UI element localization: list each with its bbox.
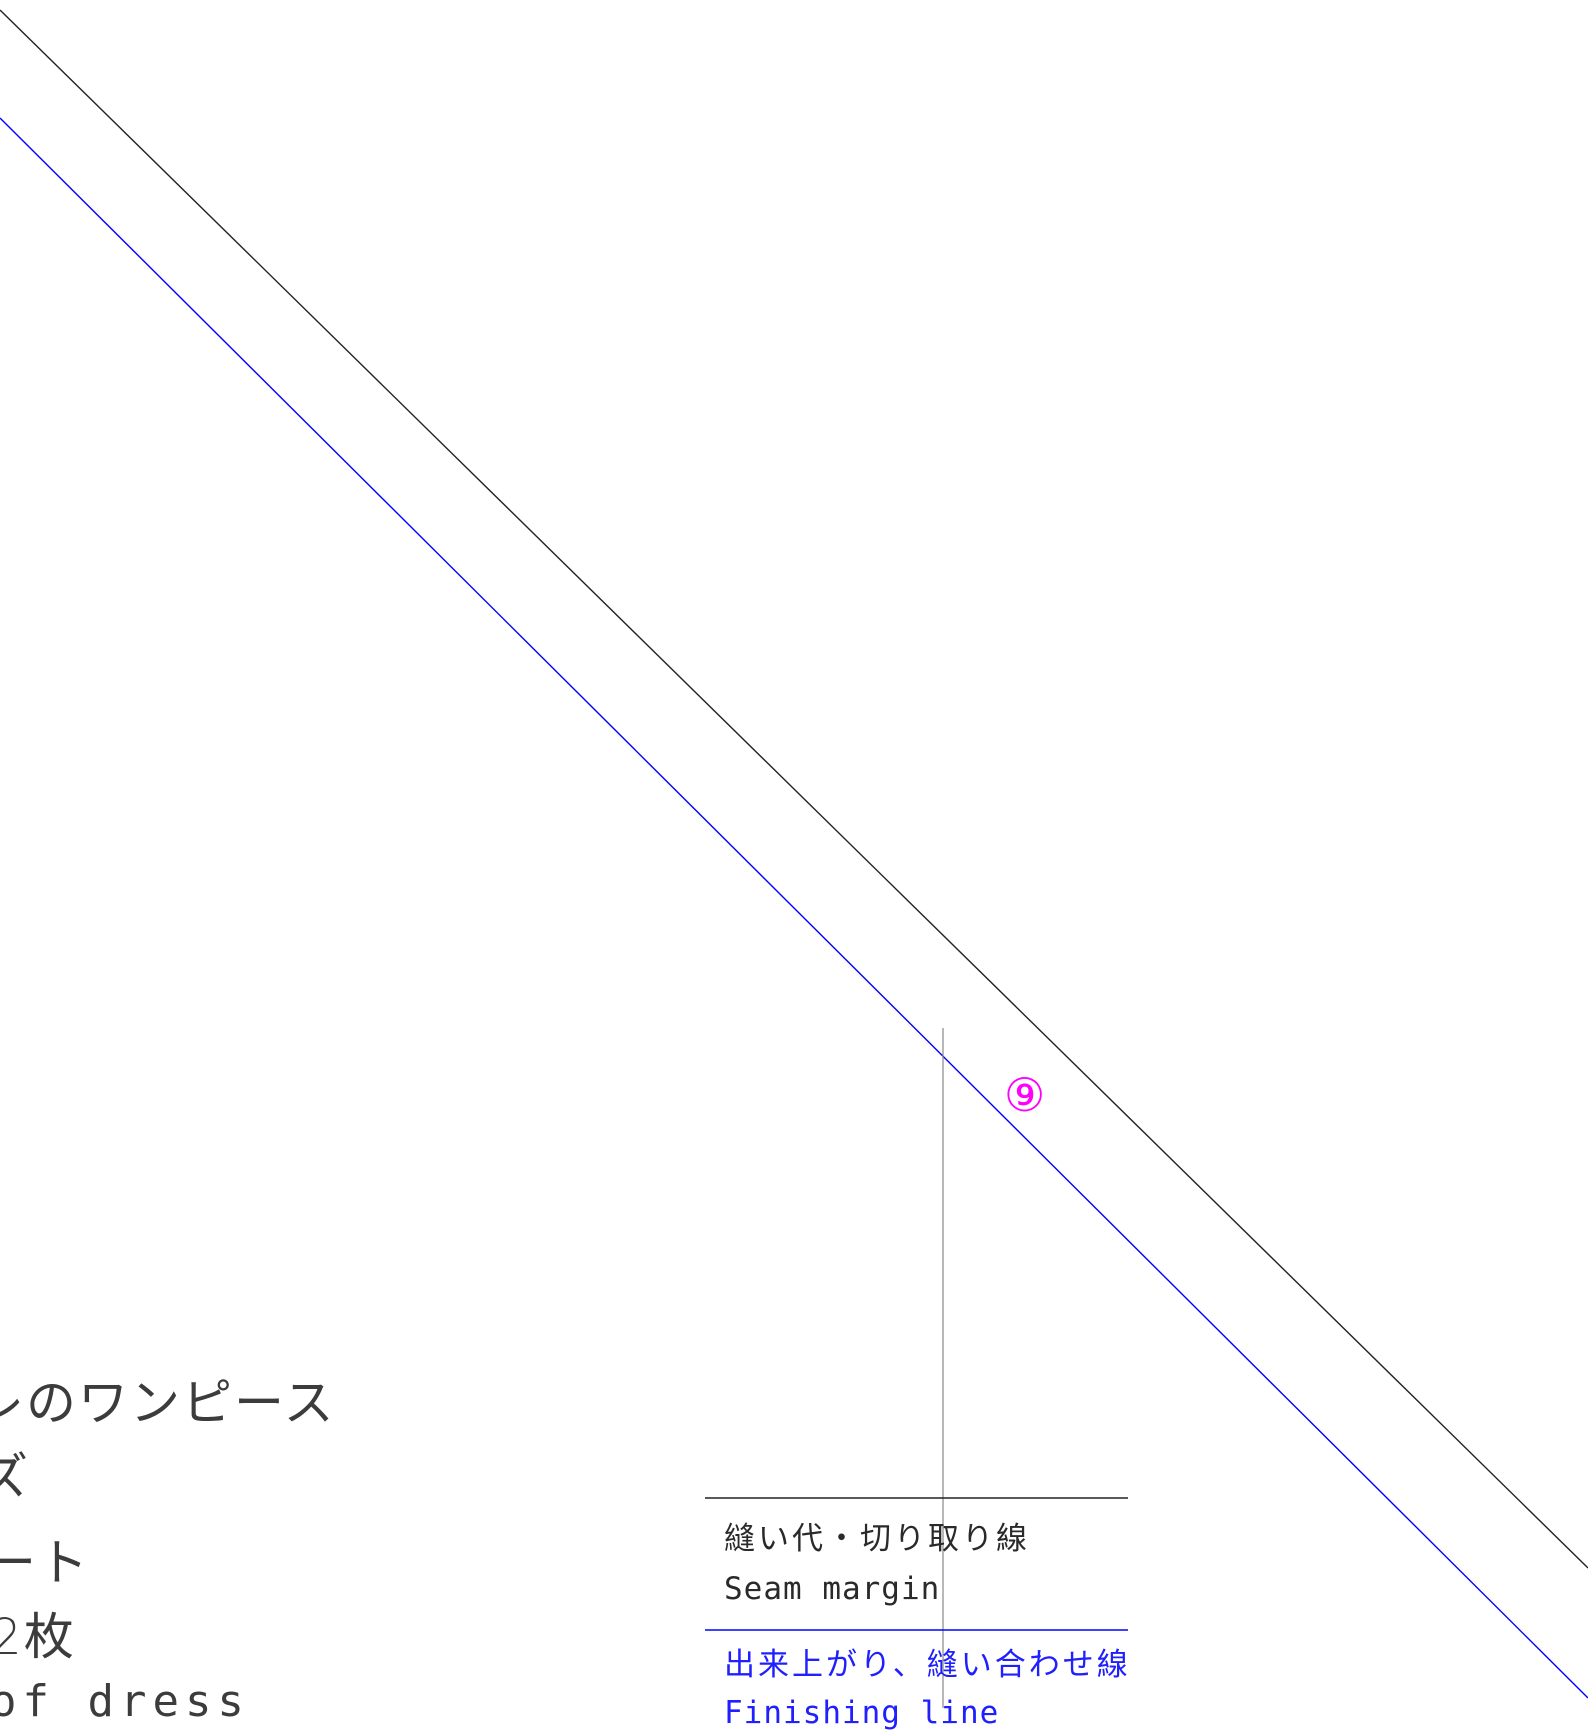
legend-finish-line-label-jp: 出来上がり、縫い合わせ線: [724, 1647, 1131, 1683]
title-line-dress-name: レのワンピース: [0, 1374, 336, 1432]
title-line-count: 2枚: [0, 1608, 76, 1666]
seam-margin-line: [0, 9, 1588, 1569]
legend-cut-line-label-jp: 縫い代・切り取り線: [724, 1521, 1030, 1557]
title-line-size: ズ: [0, 1448, 30, 1506]
title-line-part: ート: [0, 1534, 90, 1592]
legend-cut-line-label-en: Seam margin: [724, 1571, 941, 1607]
piece-number-marker: ⑨: [1004, 1068, 1046, 1122]
finishing-line: [0, 117, 1588, 1699]
title-line-english: of dress: [0, 1676, 250, 1727]
legend-finish-line-label-en: Finishing line: [724, 1695, 1000, 1731]
